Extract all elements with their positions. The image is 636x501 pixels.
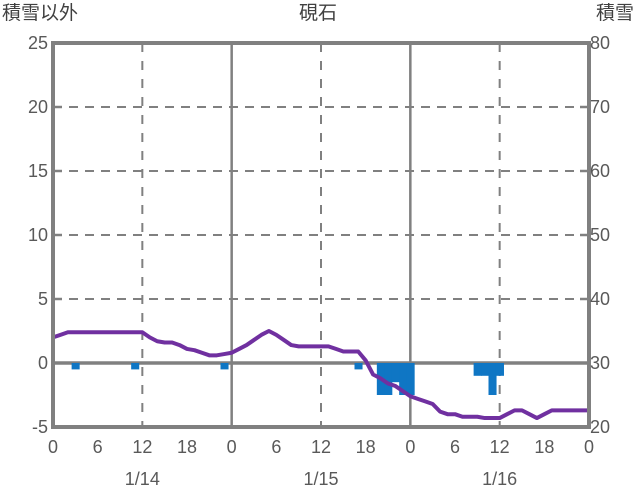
right-axis-title: 積雪: [595, 3, 634, 24]
y-axis-right-tick-label: 80: [590, 33, 611, 53]
y-axis-left-tick-label: 20: [27, 97, 48, 117]
snow-depth-bar: [131, 363, 140, 370]
y-axis-right-tick-label: 30: [590, 353, 611, 373]
snow-depth-bar: [473, 363, 482, 376]
y-axis-left-tick-label: 25: [27, 33, 48, 53]
snow-depth-bar: [384, 363, 393, 395]
snow-depth-bar: [399, 363, 408, 395]
x-axis-day-label: 1/14: [124, 469, 160, 489]
x-axis-tick-label: 0: [47, 437, 58, 457]
x-axis-tick-label: 0: [405, 437, 416, 457]
x-axis-day-label: 1/16: [482, 469, 518, 489]
x-axis-tick-label: 12: [132, 437, 153, 457]
y-axis-left-tick-label: 0: [37, 353, 48, 373]
x-axis-tick-label: 6: [271, 437, 282, 457]
snow-depth-bar: [495, 363, 504, 376]
y-axis-left-tick-label: 15: [27, 161, 48, 181]
x-axis-tick-label: 0: [583, 437, 594, 457]
left-axis-title: 積雪以外: [2, 3, 79, 24]
y-axis-right-tick-label: 60: [590, 161, 611, 181]
temperature-line: [52, 329, 589, 421]
x-axis-tick-label: 18: [355, 437, 376, 457]
y-axis-left-tick-label: 5: [37, 289, 48, 309]
y-axis-left-tick-label: 10: [27, 225, 48, 245]
y-axis-left-tick-label: -5: [31, 417, 48, 437]
snow-depth-bar: [220, 363, 229, 370]
y-axis-right-tick-label: 70: [590, 97, 611, 117]
snow-depth-bar: [354, 363, 363, 370]
page-title: 硯石: [298, 3, 337, 24]
x-axis-tick-label: 12: [489, 437, 510, 457]
y-axis-right-tick-label: 50: [590, 225, 611, 245]
x-axis-tick-label: 0: [226, 437, 237, 457]
snow-depth-bar: [406, 363, 415, 395]
y-axis-right-tick-label: 40: [590, 289, 611, 309]
x-axis-tick-label: 18: [176, 437, 198, 457]
x-axis-day-label: 1/15: [303, 469, 339, 489]
y-axis-right-tick-label: 20: [590, 417, 611, 437]
snow-depth-bar: [71, 363, 80, 370]
snow-depth-bar: [481, 363, 490, 376]
x-axis-tick-label: 18: [534, 437, 555, 457]
snow-depth-bar: [488, 363, 497, 395]
x-axis-tick-label: 6: [449, 437, 460, 457]
snow-depth-bar: [391, 363, 400, 383]
x-axis-tick-label: 6: [92, 437, 103, 457]
x-axis-tick-label: 12: [310, 437, 332, 457]
